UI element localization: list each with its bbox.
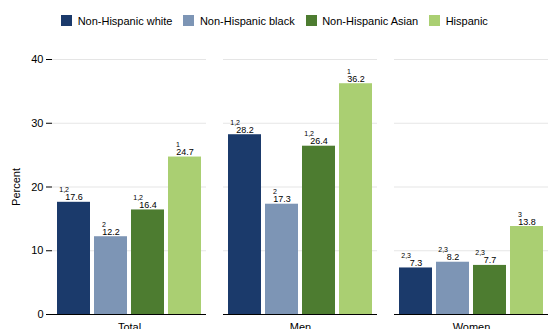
svg-text:Women: Women [453,321,491,329]
svg-text:Percent: Percent [10,168,22,206]
svg-text:2: 2 [102,220,106,227]
svg-text:17.6: 17.6 [65,192,83,202]
svg-text:12.2: 12.2 [102,226,120,236]
svg-text:Men: Men [290,321,311,329]
svg-text:1: 1 [176,141,180,148]
svg-text:3: 3 [518,210,522,217]
svg-text:Total: Total [118,321,141,329]
svg-text:28.2: 28.2 [236,124,254,134]
svg-text:16.4: 16.4 [139,199,157,209]
html-text:Non-Hispanic Asian: Non-Hispanic Asian [322,14,419,27]
svg-text:30: 30 [31,116,43,128]
svg-text:26.4: 26.4 [310,136,328,146]
svg-text:1,2: 1,2 [304,130,314,137]
svg-text:2: 2 [273,188,277,195]
html-text:Hispanic: Hispanic [445,14,488,27]
svg-text:2,3: 2,3 [438,246,448,253]
svg-text:0: 0 [37,308,43,320]
svg-text:24.7: 24.7 [176,147,194,157]
svg-text:1,2: 1,2 [133,193,143,200]
svg-text:10: 10 [31,244,43,256]
svg-text:1,2: 1,2 [59,186,69,193]
svg-text:1: 1 [347,67,351,74]
svg-text:13.8: 13.8 [518,216,536,226]
svg-text:1,2: 1,2 [230,118,240,125]
svg-text:2,3: 2,3 [401,251,411,258]
svg-text:40: 40 [31,53,43,65]
svg-text:7.3: 7.3 [410,257,423,267]
html-text:Non-Hispanic black: Non-Hispanic black [199,14,295,27]
svg-text:7.7: 7.7 [484,255,497,265]
html-text:Non-Hispanic white: Non-Hispanic white [77,14,173,27]
svg-text:17.3: 17.3 [273,194,291,204]
svg-text:20: 20 [31,180,43,192]
svg-text:36.2: 36.2 [347,73,365,83]
svg-text:8.2: 8.2 [447,252,460,262]
svg-text:2,3: 2,3 [475,249,485,256]
